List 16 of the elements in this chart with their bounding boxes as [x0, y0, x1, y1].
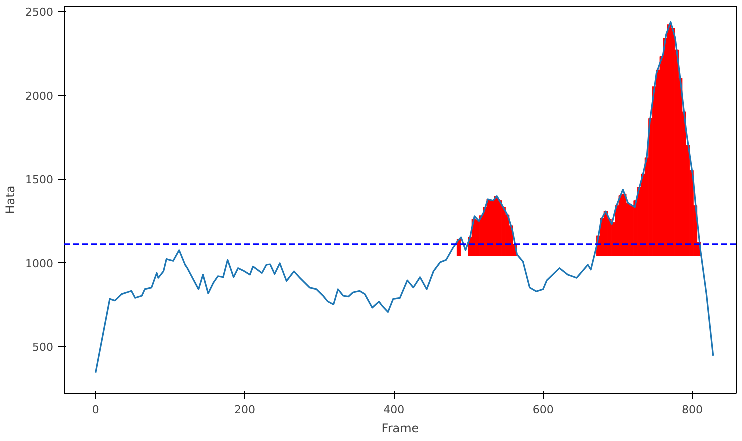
y-tick-label: 1000	[26, 257, 54, 270]
x-tick-label: 200	[234, 404, 256, 416]
bar	[667, 24, 672, 256]
line-series	[95, 21, 714, 374]
y-axis-title: Hata	[4, 186, 18, 214]
y-tick-label: 2500	[26, 6, 54, 20]
x-axis-title: Frame	[382, 422, 420, 436]
y-tick-label: 500	[32, 341, 54, 354]
x-tick-label: 600	[532, 404, 554, 416]
y-tick-label: 1500	[26, 174, 54, 187]
x-tick-label: 400	[384, 404, 405, 416]
y-tick-label: 2000	[26, 90, 54, 103]
x-tick-label: 800	[682, 404, 703, 416]
x-tick-label: 0	[92, 404, 100, 416]
bar	[494, 196, 498, 256]
bar	[618, 196, 624, 256]
